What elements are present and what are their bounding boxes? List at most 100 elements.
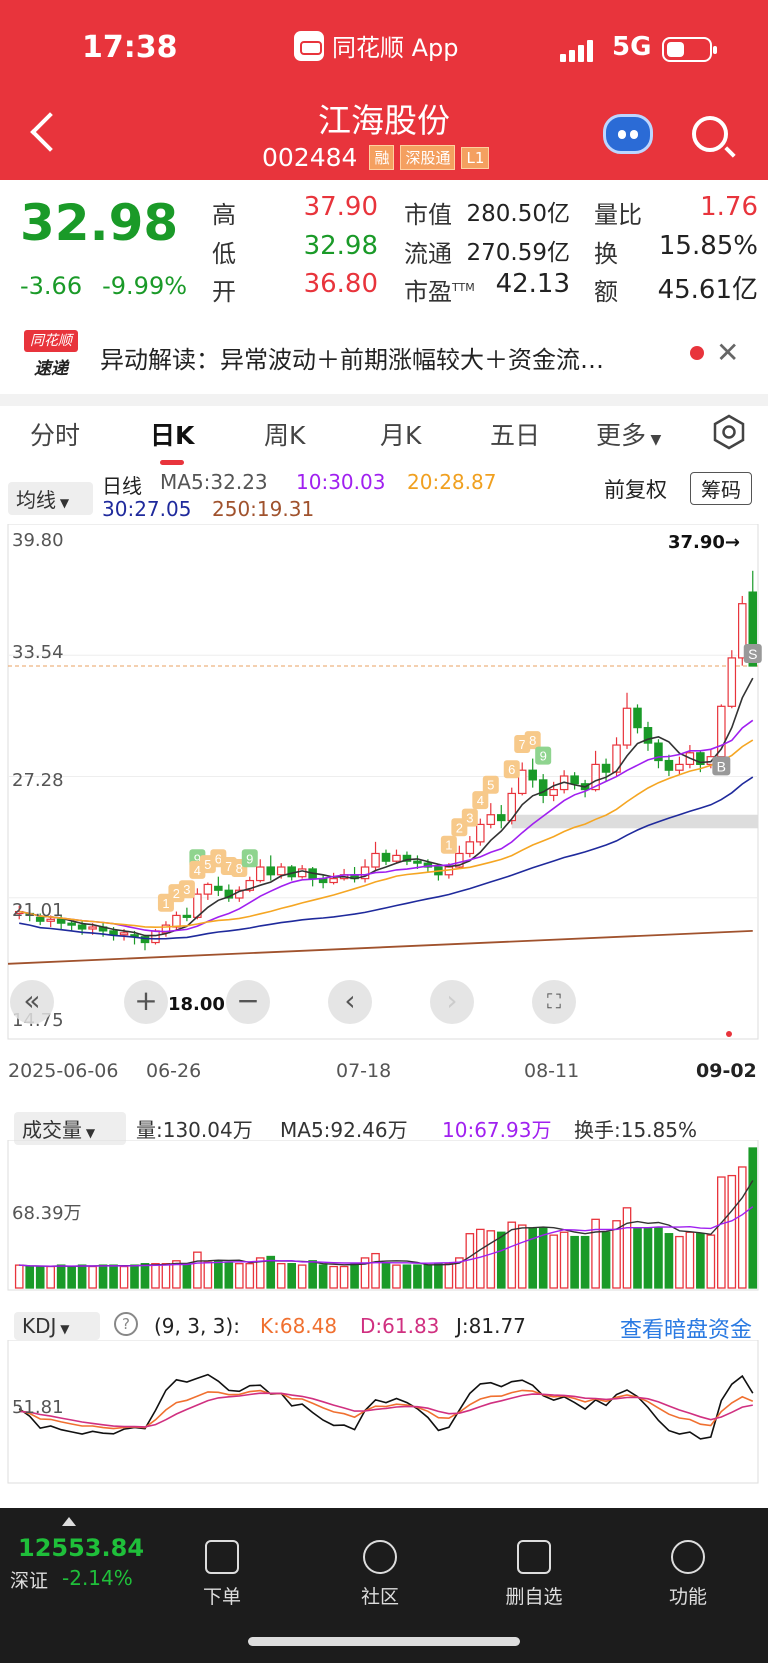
volume-ma5: MA5:92.46万 [280,1118,408,1142]
ma250-line [7,930,753,965]
seq-mark-text: 9 [540,749,547,764]
seq-mark: 1 [440,835,457,854]
tab-daily-k[interactable]: 日K [150,421,195,450]
kdj-select[interactable]: KDJ ▼ [14,1312,100,1340]
dark-pool-link[interactable]: 查看暗盘资金 [620,1318,753,1343]
candle-body [402,854,412,862]
candle-body [455,852,464,868]
seq-mark-bg [503,760,520,779]
candle-body [151,930,160,944]
candle-body [255,866,265,882]
price-change: -3.66 -9.99% [20,272,187,300]
nav-community[interactable]: 社区 [340,1540,420,1609]
nav-order[interactable]: 下单 [182,1540,262,1609]
seq-mark-text: 3 [183,882,190,897]
volume-bar [675,1235,684,1289]
tab-five-day[interactable]: 五日 [490,421,541,450]
seq-mark: 8 [524,731,541,750]
home-indicator[interactable] [248,1637,520,1646]
alert-logo-bottom: 速递 [34,359,68,379]
volume-bar [360,1257,370,1289]
volume-bar [717,1176,726,1289]
adjust-toggle[interactable]: 前复权 [604,478,667,502]
volume-bar [350,1263,359,1289]
volume-bar [276,1263,286,1289]
volume-bar [67,1265,76,1289]
candle-body [392,854,401,862]
candle-body [266,866,276,876]
volume-bar [549,1234,558,1289]
ma10-line [19,719,754,933]
tab-more[interactable]: 更多 ▼ [596,421,662,450]
volume-bar [444,1263,454,1289]
chips-button[interactable]: 筹码 [690,472,752,505]
volume-bar [130,1264,139,1289]
alert-logo-top: 同花顺 [24,330,78,352]
volume-bar [224,1261,234,1289]
alert-banner[interactable]: 同花顺 速递 异动解读：异常波动＋前期涨幅较大＋资金流… [0,318,768,394]
high-label: 高 [212,201,236,229]
volume-bar [696,1233,705,1289]
caret-down-icon: ▼ [56,496,70,510]
settings-hex-icon[interactable] [711,414,747,450]
volume-value: 量:130.04万 [136,1118,253,1142]
seq-mark-text: 4 [477,793,484,808]
volume-bar [287,1263,297,1289]
volume-bar [423,1264,433,1289]
nav-functions[interactable]: 功能 [648,1540,728,1609]
zoom-out-icon[interactable]: − [226,980,270,1024]
seq-mark-text: 7 [519,737,526,752]
help-icon[interactable]: ? [114,1312,138,1336]
seq-mark-text: 8 [529,733,536,748]
volume-y-label: 68.39万 [12,1203,82,1224]
volume-bar [297,1264,307,1289]
header-bar: 17:38 同花顺 App 5G 江海股份 002484 融 深股通 L1 [0,0,768,180]
current-price: 32.98 [20,194,179,252]
tab-weekly-k[interactable]: 周K [264,421,306,450]
tab-monthly-k[interactable]: 月K [380,421,422,450]
tag-margin: 融 [369,145,395,170]
expand-up-icon[interactable] [62,1517,76,1526]
zoom-in-icon[interactable]: + [124,980,168,1024]
open-value: 36.80 [303,269,378,299]
vr-label: 量比 [594,201,642,229]
index-value[interactable]: 12553.84 [18,1534,145,1562]
robot-assistant-icon[interactable] [603,114,653,154]
prev-icon[interactable]: ‹ [328,980,372,1024]
volume-bar [14,1264,24,1289]
seq-mark-bg [440,835,457,854]
seq-mark: 3 [461,808,478,827]
seq-mark-text: 5 [487,778,494,793]
change-percent: -9.99% [102,272,188,300]
seq-mark-bg [524,731,541,750]
order-icon [205,1540,239,1574]
volume-bar [193,1251,202,1289]
indicator-select[interactable]: 均线 ▼ [8,482,93,515]
caret-down-icon: ▼ [82,1126,96,1140]
seq-mark-text: 1 [445,838,452,853]
kdj-j-line [18,1373,754,1440]
candle-body [67,922,76,926]
menu-icon [671,1540,705,1574]
unread-dot-icon [690,346,704,360]
nav-remove-watchlist[interactable]: 删自选 [494,1540,574,1609]
candle-body [276,866,286,876]
kdj-d-line [19,1392,753,1428]
candle-body [696,752,705,765]
kdj-chart[interactable] [0,1340,768,1485]
scroll-left-icon[interactable]: « [10,980,54,1024]
tab-intraday[interactable]: 分时 [30,421,81,450]
volume-chart[interactable] [0,1140,768,1292]
candle-body [172,914,181,928]
next-icon[interactable]: › [430,980,474,1024]
fullscreen-icon[interactable]: ⛶ [532,980,576,1024]
seq-mark-text: 6 [508,762,515,777]
close-icon[interactable]: ✕ [716,336,740,369]
candle-body [601,763,611,773]
mcap-label: 市值 [404,201,452,229]
community-icon [363,1540,397,1574]
tag-level: L1 [461,146,490,169]
search-icon[interactable] [692,116,728,152]
volume-bar [339,1265,349,1289]
